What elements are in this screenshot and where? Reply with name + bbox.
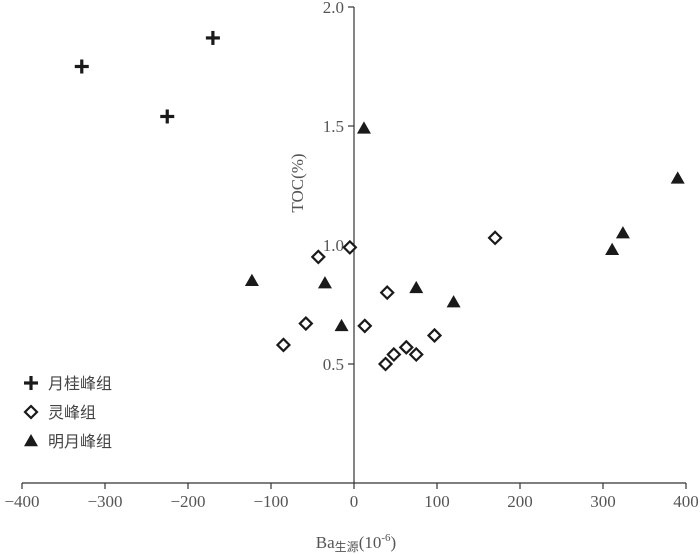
data-point-triangle-marker (615, 226, 630, 239)
data-point-diamond-marker (275, 337, 292, 353)
x-tick-label: 300 (590, 492, 616, 511)
data-point-triangle-marker (317, 276, 332, 289)
data-point-triangle-marker (409, 280, 424, 294)
legend-diamond-marker (23, 404, 39, 420)
data-point-diamond-marker (386, 346, 402, 363)
y-tick-label: 2.0 (323, 0, 344, 17)
data-point-diamond-marker (298, 315, 314, 332)
data-point-triangle-marker (605, 242, 620, 256)
x-tick-label: −200 (170, 492, 205, 511)
x-axis-title: Ba生源(10-6) (316, 532, 396, 554)
x-tick-label: 100 (424, 492, 450, 511)
data-point-diamond-marker (342, 239, 358, 255)
x-tick-label: −400 (4, 492, 39, 511)
x-axis-title-close: ) (391, 533, 397, 552)
x-tick-label: −100 (253, 492, 288, 511)
data-point-triangle-marker (356, 121, 371, 134)
legend-label: 月桂峰组 (48, 374, 112, 393)
y-tick-label: 0.5 (323, 355, 344, 374)
data-points (74, 30, 685, 372)
data-point-diamond-marker (487, 230, 503, 246)
data-point-plus-marker (205, 30, 220, 45)
x-tick-label: 0 (350, 492, 359, 511)
data-point-diamond-marker (426, 327, 443, 343)
legend-plus-marker (24, 376, 38, 390)
x-tick-label: 400 (673, 492, 699, 511)
data-point-triangle-marker (670, 171, 685, 184)
x-axis-title-exp: -6 (381, 532, 391, 544)
legend-triangle-marker (24, 434, 38, 447)
x-ticks: −400 −300 −200 −100 0 100 200 300 400 (4, 483, 699, 511)
x-axis-title-main: Ba (316, 533, 335, 552)
y-axis-title: TOC(%) (288, 153, 307, 212)
data-point-plus-marker (74, 59, 89, 74)
data-point-diamond-marker (408, 346, 424, 363)
data-point-diamond-marker (310, 249, 326, 265)
data-point-plus-marker (160, 109, 175, 124)
data-point-diamond-marker (379, 285, 395, 301)
x-axis-title-unit: (10 (359, 533, 382, 552)
data-point-diamond-marker (357, 318, 373, 334)
data-point-diamond-marker (377, 356, 394, 372)
legend-label: 明月峰组 (48, 432, 112, 451)
data-point-triangle-marker (244, 273, 259, 286)
x-tick-label: −300 (87, 492, 122, 511)
y-tick-label: 1.0 (323, 236, 344, 255)
data-point-diamond-marker (398, 339, 414, 355)
y-ticks: 0.5 1.0 1.5 2.0 (323, 0, 354, 374)
x-tick-label: 200 (507, 492, 533, 511)
data-point-triangle-marker (446, 295, 461, 308)
x-axis-title-sub: 生源 (335, 540, 359, 554)
legend-label: 灵峰组 (48, 403, 96, 422)
data-point-triangle-marker (334, 318, 349, 332)
y-tick-label: 1.5 (323, 117, 344, 136)
